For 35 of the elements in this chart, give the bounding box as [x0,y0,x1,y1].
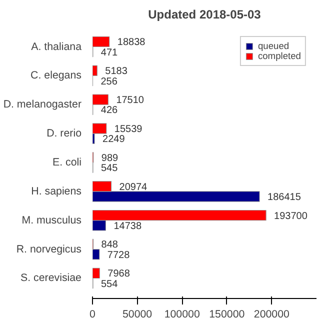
data-label: 186415 [268,192,302,203]
data-label: 256 [100,76,118,88]
data-label: 554 [100,278,118,290]
data-label: 193700 [274,210,308,222]
data-label: 989 [101,152,119,164]
data-label: 15539 [114,124,143,135]
y-tick-label: R. norvegicus [16,243,82,256]
y-tick-label: E. coli [52,156,82,168]
data-label: 471 [100,47,118,58]
legend-label: queued [258,41,290,51]
data-label: 2249 [102,134,126,146]
data-label: 5183 [105,66,128,78]
data-label: 545 [100,163,118,174]
data-label: 20974 [119,182,148,193]
data-label: 848 [101,240,118,251]
x-tick-label: 50000 [122,308,152,320]
data-label: 7728 [107,250,130,261]
y-tick-label: M. musculus [22,214,82,226]
x-tick-label: 100000 [164,308,200,320]
y-tick-label: C. elegans [30,70,82,82]
data-label: 7968 [108,268,130,280]
x-tick-label: 0 [90,308,96,320]
y-tick-label: A. thaliana [31,40,82,53]
y-tick-label: S. cerevisiae [20,272,82,284]
y-tick-label: H. sapiens [31,185,82,198]
data-label: 18838 [117,37,146,48]
data-label: 426 [100,105,118,116]
y-tick-label: D. melanogaster [3,98,82,111]
x-tick-label: 150000 [209,308,245,320]
x-tick-label: 200000 [254,308,290,320]
data-label: 17510 [116,95,144,106]
data-label: 14738 [114,220,142,232]
chart-title: Updated 2018-05-03 [148,8,262,22]
legend-label: completed [258,51,301,61]
y-tick-label: D. rerio [46,128,82,140]
